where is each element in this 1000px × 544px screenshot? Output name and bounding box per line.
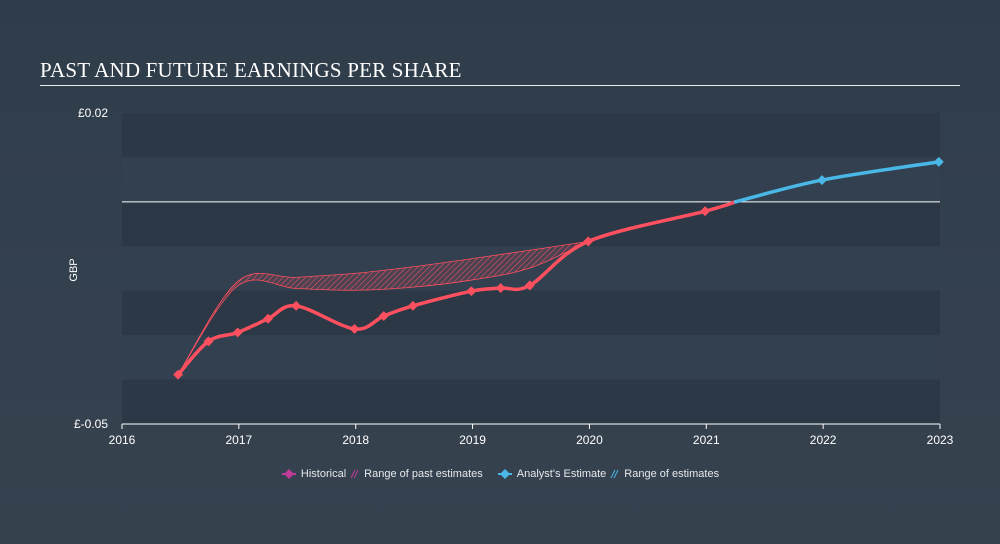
data-point-historical	[408, 300, 418, 311]
hatch-icon	[610, 469, 619, 479]
x-tick-label: 2019	[459, 433, 486, 447]
chart-legend: Historical Range of past estimates Analy…	[0, 468, 1000, 480]
legend-label: Historical	[300, 468, 347, 480]
x-tick-label: 2021	[693, 433, 720, 447]
data-point-historical	[291, 300, 302, 311]
data-point-historical	[349, 323, 360, 334]
legend-item-range-of-estimates[interactable]: Range of estimates	[610, 468, 719, 480]
y-axis-label: GBP	[68, 258, 80, 281]
data-point-historical	[583, 236, 594, 247]
data-point-historical	[173, 369, 184, 380]
x-tick-label: 2022	[810, 433, 837, 447]
hatch-icon	[350, 469, 359, 479]
legend-label: Analyst's Estimate	[516, 468, 607, 480]
axes: 2016 2017 2018 2019 2020 2021 2022 2023 £0.02 £-0…	[74, 106, 954, 447]
past-estimates-upper-edge	[177, 241, 589, 375]
data-point-analyst-estimate	[933, 156, 944, 167]
legend-item-historical[interactable]: Historical	[281, 468, 346, 480]
x-tick-label: 2016	[109, 433, 136, 447]
y-tick-label: £0.02	[78, 106, 108, 120]
data-point-historical	[700, 206, 711, 217]
legend-item-analysts-estimate[interactable]: Analyst's Estimate	[497, 468, 607, 480]
x-tick-label: 2017	[226, 433, 253, 447]
grid-band	[122, 335, 940, 380]
grid-band	[122, 113, 940, 158]
data-point-historical	[203, 336, 214, 347]
chart-title: PAST AND FUTURE EARNINGS PER SHARE	[40, 58, 462, 82]
data-point-historical	[378, 311, 389, 321]
grid-band	[122, 157, 940, 202]
past-estimates-lower-edge	[177, 241, 589, 375]
title-divider	[40, 85, 960, 86]
x-tick-label: 2023	[927, 433, 954, 447]
past-estimates-band	[178, 241, 589, 375]
plot-background-bands	[122, 113, 940, 424]
data-point-historical	[263, 313, 274, 324]
x-tick-label: 2020	[576, 433, 603, 447]
series-markers	[173, 156, 944, 380]
legend-label: Range of past estimates	[364, 468, 483, 480]
grid-band	[122, 379, 940, 424]
data-point-analyst-estimate	[817, 175, 827, 186]
data-point-historical	[232, 327, 243, 338]
data-point-historical	[495, 283, 506, 293]
grid-band	[122, 201, 940, 247]
grid-band	[122, 290, 940, 336]
legend-item-range-of-past-estimates[interactable]: Range of past estimates	[350, 468, 483, 480]
data-point-historical	[466, 286, 477, 297]
diamond-icon	[497, 469, 512, 479]
data-point-historical	[524, 280, 535, 291]
legend-label: Range of estimates	[624, 468, 720, 480]
range-of-past-estimates-area	[177, 241, 589, 375]
y-tick-label: £-0.05	[74, 417, 108, 431]
diamond-icon	[281, 469, 296, 479]
x-tick-label: 2018	[342, 433, 369, 447]
